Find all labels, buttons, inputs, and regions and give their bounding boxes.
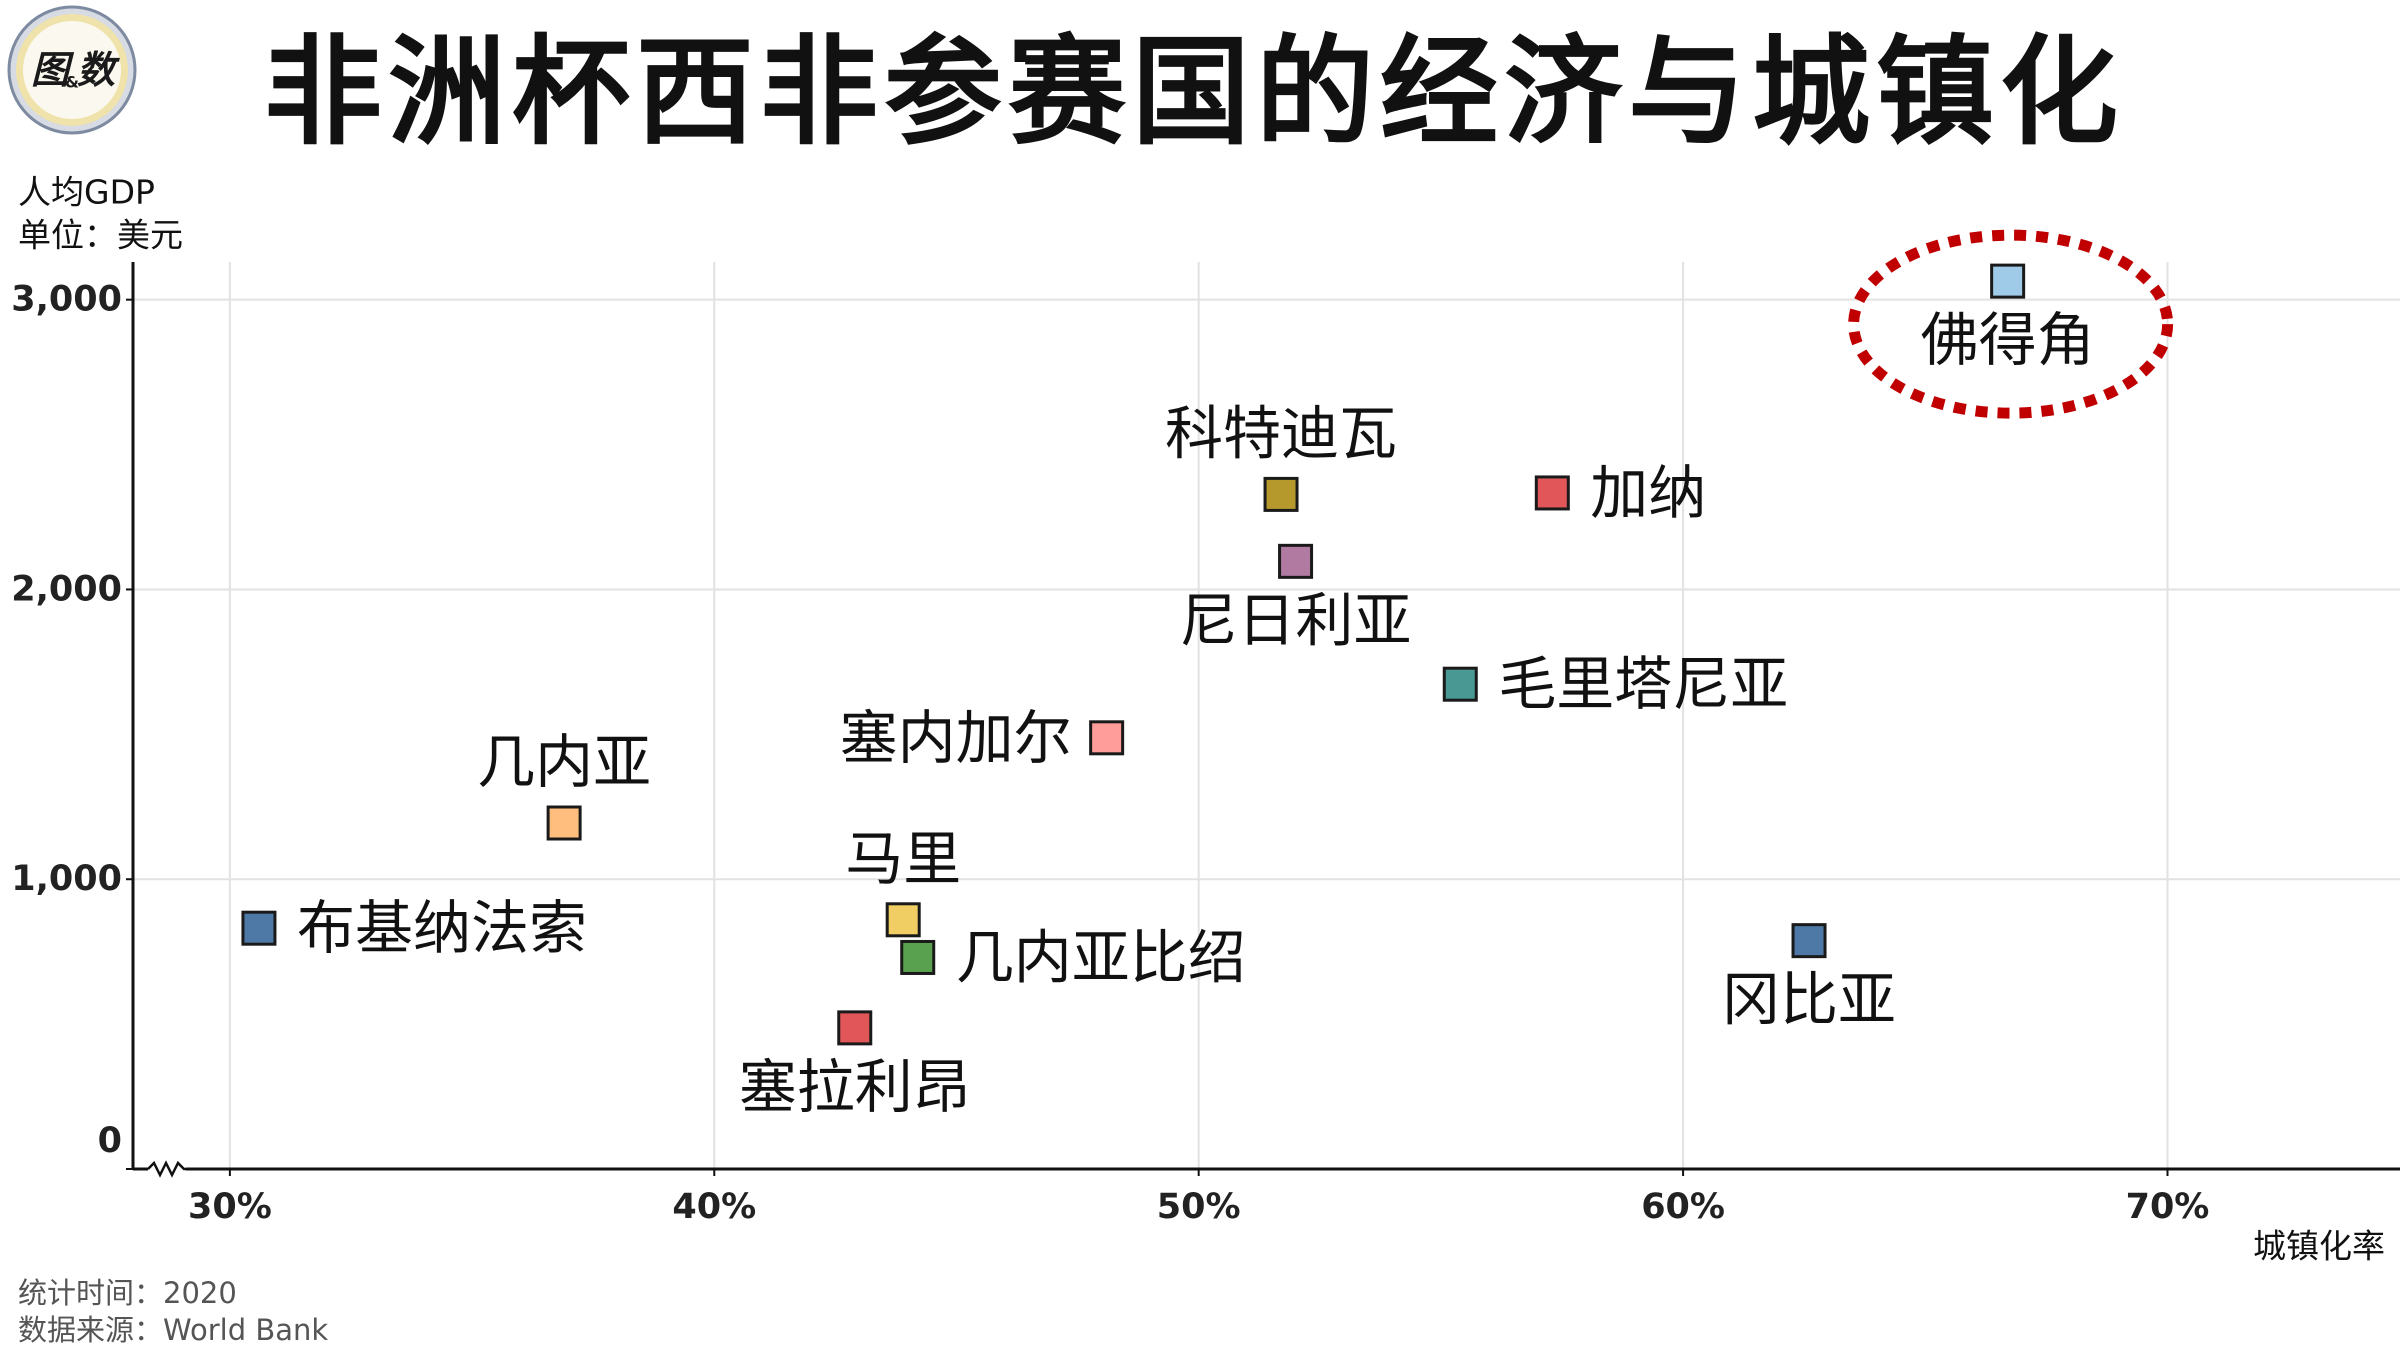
data-point bbox=[900, 939, 936, 975]
data-point-label: 尼日利亚 bbox=[1180, 586, 1412, 654]
data-point bbox=[837, 1010, 873, 1046]
highlight-ellipse bbox=[1848, 229, 2174, 419]
axis-break-mark bbox=[147, 1160, 186, 1178]
x-tick-label: 30% bbox=[188, 1187, 272, 1227]
data-point-label: 几内亚 bbox=[477, 728, 651, 796]
data-point bbox=[1442, 666, 1478, 702]
y-tick-label: 3,000 bbox=[11, 280, 122, 320]
y-tick-label: 1,000 bbox=[11, 859, 122, 899]
chart-title: 非洲杯西非参赛国的经济与城镇化 bbox=[264, 23, 2124, 161]
data-point bbox=[1534, 475, 1570, 511]
data-point bbox=[885, 902, 921, 938]
data-point-label: 加纳 bbox=[1590, 459, 1706, 527]
data-point bbox=[1990, 263, 2026, 299]
data-point-label: 几内亚比绍 bbox=[956, 923, 1246, 991]
logo-char-shu: 数 bbox=[77, 48, 120, 92]
logo-char-tu: 图 bbox=[31, 48, 75, 92]
data-point bbox=[1089, 720, 1125, 756]
x-tick-label: 70% bbox=[2126, 1187, 2210, 1227]
x-axis-title: 城镇化率 bbox=[2253, 1227, 2385, 1266]
gridlines bbox=[133, 262, 2400, 1169]
data-point-label: 毛里塔尼亚 bbox=[1498, 650, 1788, 718]
data-point-label: 科特迪瓦 bbox=[1165, 399, 1397, 467]
footer-period: 统计时间：2020 bbox=[18, 1276, 237, 1310]
tick-labels: 0 1,000 2,000 3,000 30% 40% 50% 60% 70% bbox=[11, 280, 2209, 1227]
data-point-label: 马里 bbox=[845, 825, 961, 893]
logo-center bbox=[23, 21, 121, 119]
data-point-label: 塞拉利昂 bbox=[739, 1053, 971, 1121]
axes bbox=[126, 262, 2400, 1178]
data-point bbox=[241, 910, 277, 946]
data-point-label: 塞内加尔 bbox=[840, 704, 1072, 772]
data-point bbox=[546, 805, 582, 841]
x-tick-label: 60% bbox=[1641, 1187, 1725, 1227]
data-point-label: 冈比亚 bbox=[1722, 966, 1896, 1034]
data-point bbox=[1278, 543, 1314, 579]
axis-break-gap bbox=[148, 1165, 186, 1173]
logo-ampersand: & bbox=[65, 73, 79, 92]
x-tick-label: 40% bbox=[672, 1187, 756, 1227]
footer-source: 数据来源：World Bank bbox=[18, 1313, 328, 1347]
data-point-label: 佛得角 bbox=[1921, 306, 2095, 374]
y-tick-label: 0 bbox=[98, 1121, 122, 1161]
highlight-layer bbox=[1848, 229, 2174, 419]
logo: 图 & 数 bbox=[7, 5, 137, 135]
data-points bbox=[241, 263, 2026, 1046]
data-point bbox=[1791, 923, 1827, 959]
x-tick-label: 50% bbox=[1157, 1187, 1241, 1227]
y-axis-unit: 单位：美元 bbox=[18, 216, 183, 255]
y-tick-label: 2,000 bbox=[11, 569, 122, 609]
data-point bbox=[1263, 476, 1299, 512]
data-point-label: 布基纳法索 bbox=[297, 894, 587, 962]
y-axis-title: 人均GDP bbox=[18, 173, 155, 212]
